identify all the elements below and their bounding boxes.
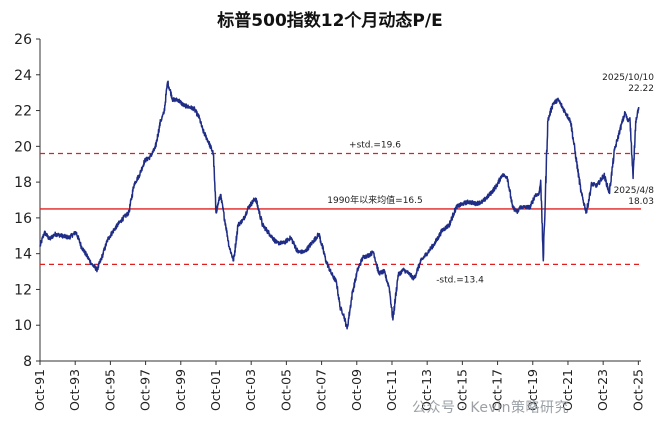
watermark: 公众号 · Kevin策略研究 bbox=[412, 400, 569, 416]
x-tick-label: Oct-95 bbox=[102, 369, 117, 411]
annotation-value: 22.22 bbox=[628, 84, 654, 94]
x-tick-label: Oct-03 bbox=[243, 369, 258, 411]
annotation-value: 18.03 bbox=[628, 197, 654, 207]
x-tick-label: Oct-09 bbox=[349, 369, 364, 411]
y-tick-label: 16 bbox=[14, 211, 32, 227]
x-tick-label: Oct-17 bbox=[490, 369, 505, 411]
x-tick-label: Oct-23 bbox=[595, 369, 610, 411]
reference-line-label: 1990年以来均值=16.5 bbox=[327, 194, 423, 206]
y-tick-label: 24 bbox=[14, 68, 32, 84]
y-tick-label: 12 bbox=[14, 282, 32, 298]
x-tick-label: Oct-99 bbox=[173, 369, 188, 411]
x-tick-label: Oct-07 bbox=[314, 369, 329, 411]
y-tick-label: 18 bbox=[14, 175, 32, 191]
x-tick-label: Oct-91 bbox=[32, 369, 47, 411]
x-tick-label: Oct-25 bbox=[630, 369, 645, 411]
annotation-date: 2025/10/10 bbox=[602, 73, 654, 83]
pe-series-line bbox=[39, 80, 640, 330]
x-tick-label: Oct-21 bbox=[560, 369, 575, 411]
x-tick-label: Oct-11 bbox=[384, 369, 399, 411]
x-tick-label: Oct-15 bbox=[454, 369, 469, 411]
y-tick-label: 10 bbox=[14, 318, 32, 334]
reference-line-label: -std.=13.4 bbox=[436, 275, 484, 285]
y-tick-label: 8 bbox=[23, 354, 32, 370]
x-tick-label: Oct-05 bbox=[278, 369, 293, 411]
annotation-date: 2025/4/8 bbox=[614, 186, 655, 196]
y-tick-label: 22 bbox=[14, 104, 32, 120]
y-tick-label: 20 bbox=[14, 139, 32, 155]
y-tick-label: 26 bbox=[14, 32, 32, 48]
reference-line-label: +std.=19.6 bbox=[349, 140, 401, 150]
x-tick-label: Oct-01 bbox=[208, 369, 223, 411]
x-tick-label: Oct-13 bbox=[419, 369, 434, 411]
x-tick-label: Oct-97 bbox=[138, 369, 153, 411]
x-tick-label: Oct-93 bbox=[67, 369, 82, 411]
x-tick-label: Oct-19 bbox=[525, 369, 540, 411]
chart-title: 标普500指数12个月动态P/E bbox=[217, 11, 443, 31]
y-tick-label: 14 bbox=[14, 247, 32, 263]
